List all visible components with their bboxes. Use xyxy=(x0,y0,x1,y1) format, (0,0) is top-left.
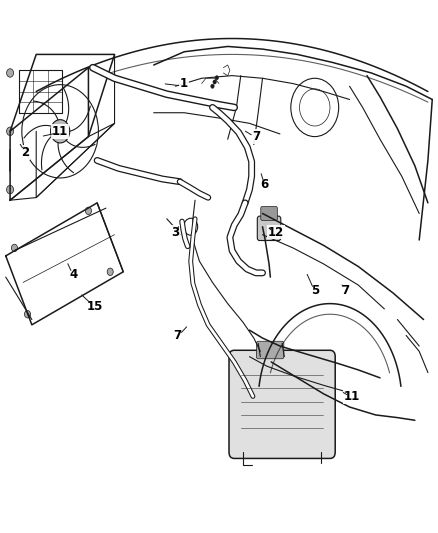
Circle shape xyxy=(7,127,14,135)
FancyBboxPatch shape xyxy=(257,216,281,240)
FancyBboxPatch shape xyxy=(229,350,335,458)
Circle shape xyxy=(107,268,113,276)
Text: 4: 4 xyxy=(69,268,78,281)
FancyBboxPatch shape xyxy=(256,341,284,359)
Text: 7: 7 xyxy=(173,329,182,342)
Text: 12: 12 xyxy=(268,225,284,239)
Text: 2: 2 xyxy=(21,146,29,159)
Circle shape xyxy=(215,76,219,80)
Circle shape xyxy=(7,185,14,194)
Text: 7: 7 xyxy=(252,130,260,143)
Text: 11: 11 xyxy=(344,390,360,403)
Circle shape xyxy=(11,244,18,252)
Circle shape xyxy=(25,311,31,318)
Text: 1: 1 xyxy=(180,77,188,90)
Text: 5: 5 xyxy=(311,284,319,297)
Circle shape xyxy=(50,119,70,143)
Circle shape xyxy=(211,84,214,88)
Circle shape xyxy=(7,69,14,77)
Circle shape xyxy=(213,80,216,84)
Text: 6: 6 xyxy=(261,178,269,191)
Text: 7: 7 xyxy=(341,284,349,297)
FancyBboxPatch shape xyxy=(261,207,277,220)
Text: 3: 3 xyxy=(171,225,180,239)
Text: 15: 15 xyxy=(87,300,103,313)
Text: 11: 11 xyxy=(52,125,68,138)
Circle shape xyxy=(85,207,92,215)
